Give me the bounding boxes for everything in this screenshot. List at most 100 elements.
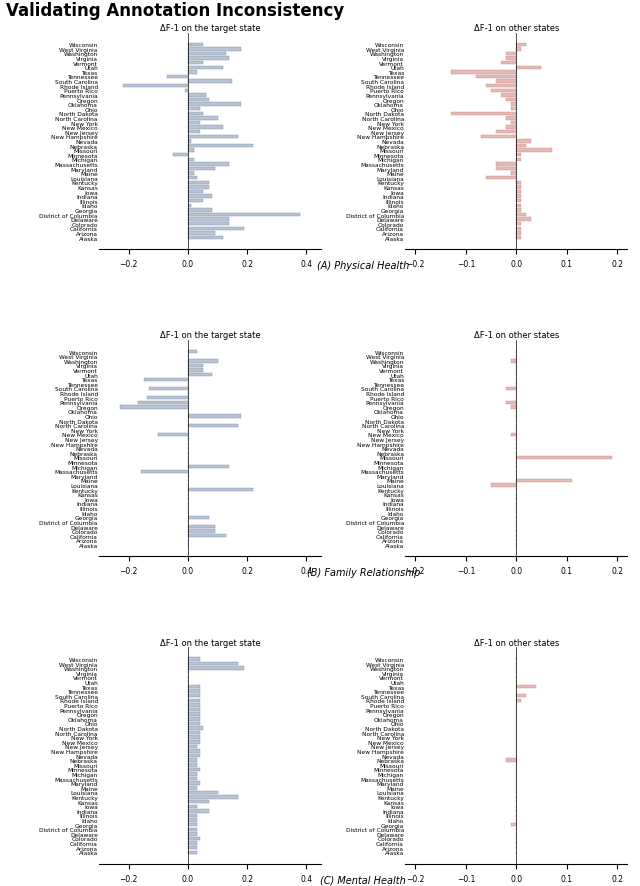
Bar — [188, 232, 214, 236]
Bar — [123, 85, 188, 89]
Bar — [188, 218, 229, 222]
Bar — [506, 117, 516, 120]
Bar — [496, 163, 516, 167]
Bar — [188, 804, 197, 808]
Bar — [516, 214, 526, 217]
Bar — [188, 823, 197, 827]
Bar — [516, 66, 541, 70]
Bar — [188, 735, 200, 739]
Bar — [188, 814, 197, 817]
Bar — [167, 75, 188, 79]
Bar — [506, 98, 516, 102]
Bar — [188, 745, 197, 749]
Bar — [188, 237, 223, 240]
Bar — [188, 424, 238, 428]
Bar — [188, 786, 197, 789]
Bar — [188, 144, 253, 148]
Bar — [188, 167, 214, 171]
Text: (A) Physical Health: (A) Physical Health — [317, 260, 410, 270]
Bar — [511, 108, 516, 112]
Bar — [188, 768, 200, 772]
Bar — [491, 89, 516, 93]
Bar — [188, 214, 300, 217]
Bar — [188, 190, 203, 194]
Bar — [188, 819, 197, 822]
Bar — [188, 846, 197, 850]
Bar — [188, 43, 203, 47]
Bar — [188, 177, 197, 180]
Bar — [506, 126, 516, 129]
Title: ΔF-1 on other states: ΔF-1 on other states — [474, 24, 559, 33]
Bar — [143, 378, 188, 382]
Bar — [188, 200, 203, 203]
Bar — [496, 81, 516, 83]
Bar — [188, 228, 244, 231]
Bar — [188, 159, 194, 162]
Bar — [188, 708, 200, 711]
Bar — [511, 104, 516, 106]
Bar — [188, 740, 200, 743]
Bar — [188, 71, 197, 74]
Bar — [188, 195, 212, 198]
Title: ΔF-1 on other states: ΔF-1 on other states — [474, 330, 559, 340]
Bar — [188, 695, 200, 697]
Bar — [501, 62, 516, 66]
Bar — [188, 781, 200, 785]
Bar — [516, 222, 522, 226]
Bar — [506, 52, 516, 56]
Bar — [506, 58, 516, 61]
Bar — [511, 406, 516, 409]
Bar — [188, 182, 209, 185]
Bar — [516, 190, 522, 194]
Bar — [173, 154, 188, 158]
Bar — [185, 89, 188, 93]
Bar — [511, 360, 516, 363]
Bar — [188, 163, 229, 167]
Bar — [188, 689, 200, 693]
Bar — [188, 832, 197, 835]
Bar — [188, 800, 209, 804]
Bar — [188, 758, 197, 762]
Bar — [188, 374, 212, 377]
Bar — [188, 657, 200, 661]
Bar — [516, 200, 522, 203]
Bar — [451, 113, 516, 116]
Bar — [496, 167, 516, 171]
Bar — [516, 182, 522, 185]
Bar — [188, 205, 191, 208]
Bar — [516, 699, 522, 703]
Bar — [516, 149, 552, 152]
Bar — [188, 140, 191, 144]
Bar — [516, 205, 522, 208]
Bar — [188, 81, 232, 83]
Bar — [158, 433, 188, 437]
Bar — [188, 727, 203, 730]
Bar — [516, 456, 612, 460]
Bar — [188, 842, 197, 845]
Bar — [511, 823, 516, 827]
Bar — [516, 695, 526, 697]
Bar — [188, 113, 203, 116]
Bar — [188, 117, 218, 120]
Bar — [511, 172, 516, 175]
Bar — [506, 401, 516, 405]
Bar — [511, 433, 516, 437]
Bar — [516, 159, 522, 162]
Bar — [486, 177, 516, 180]
Bar — [188, 108, 200, 112]
Bar — [188, 809, 209, 812]
Bar — [188, 731, 200, 734]
Bar — [188, 360, 218, 363]
Bar — [486, 85, 516, 89]
Bar — [516, 685, 536, 688]
Bar — [188, 186, 209, 190]
Bar — [516, 48, 522, 51]
Bar — [516, 144, 526, 148]
Bar — [188, 754, 200, 758]
Bar — [496, 131, 516, 135]
Bar — [188, 222, 229, 226]
Bar — [188, 530, 214, 533]
Bar — [188, 58, 229, 61]
Bar — [188, 465, 229, 469]
Bar — [188, 851, 197, 854]
